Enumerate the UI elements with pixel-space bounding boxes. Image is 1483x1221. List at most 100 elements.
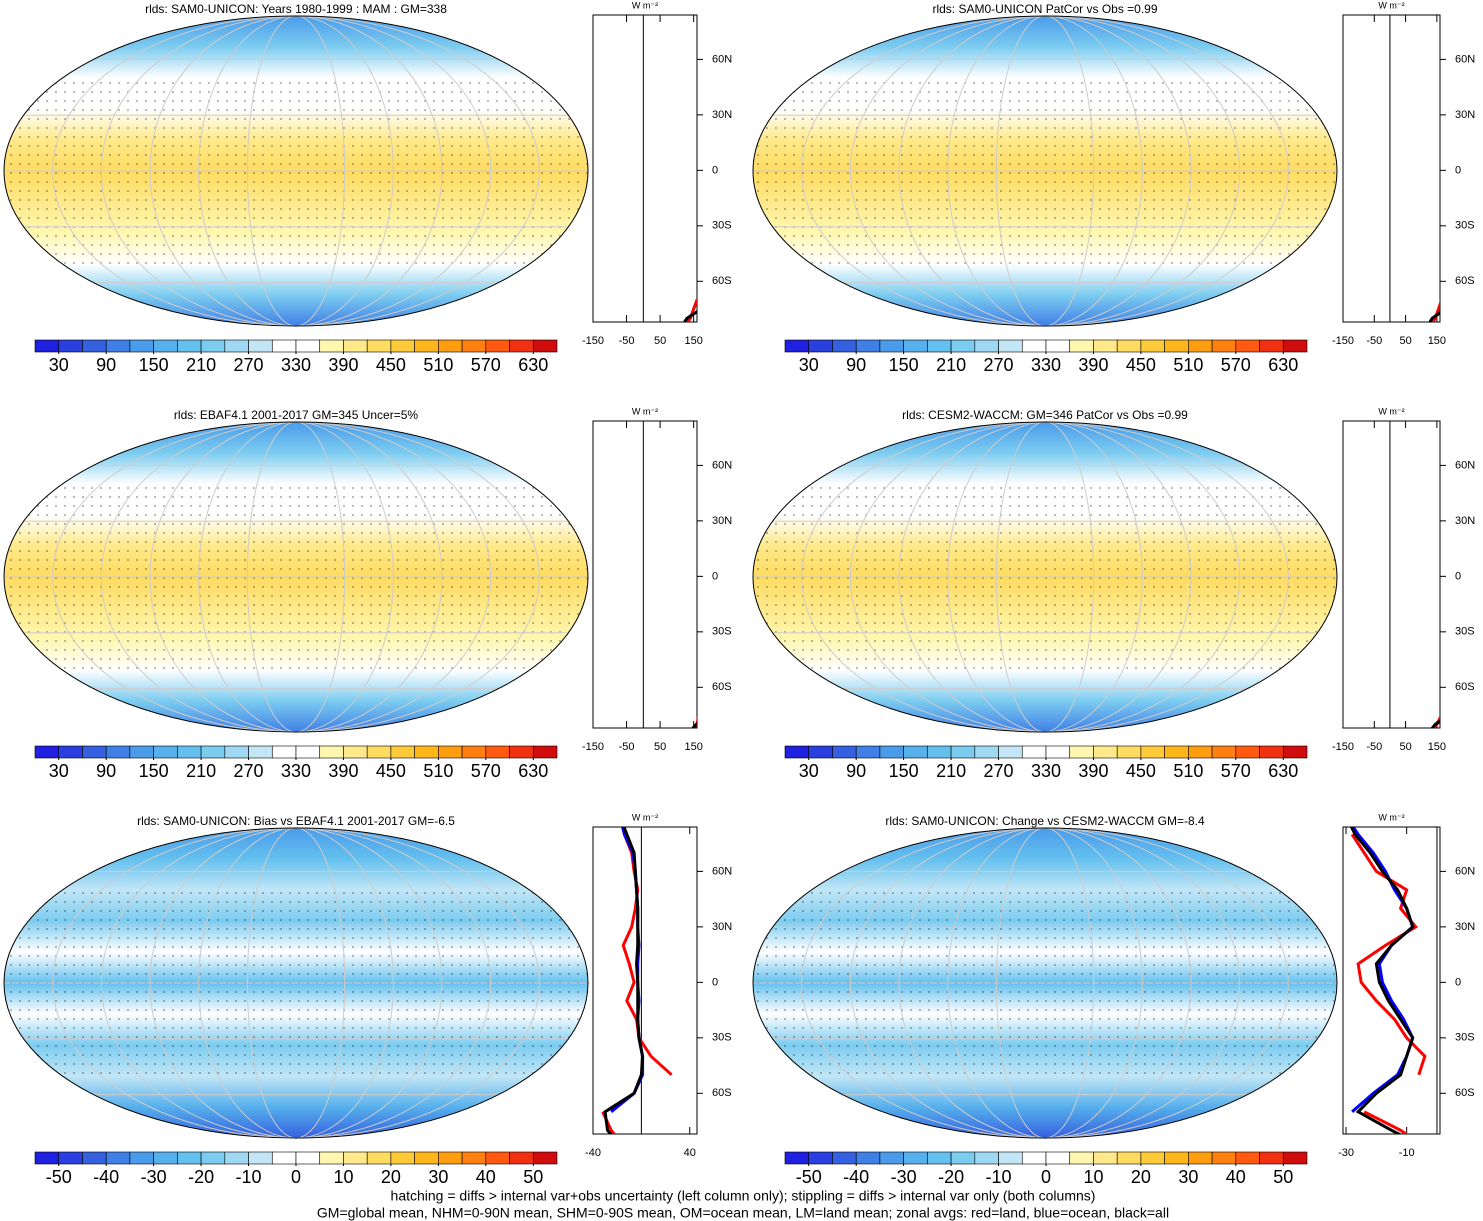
colorbar-box — [1116, 745, 1142, 759]
map-title: rlds: SAM0-UNICON PatCor vs Obs =0.99 — [932, 2, 1157, 16]
colorbar-box — [879, 1151, 904, 1165]
colorbar-label: 10 — [333, 1167, 353, 1187]
map — [4, 16, 588, 326]
colorbar-box — [1093, 1151, 1118, 1165]
colorbar-box — [438, 1151, 463, 1165]
x-tick-label: 150 — [1428, 741, 1446, 753]
colorbar-box — [200, 745, 226, 759]
y-tick-label: 30S — [712, 1032, 732, 1044]
units-label: W m⁻² — [1378, 0, 1404, 10]
colorbar-box — [153, 339, 178, 353]
colorbar-box — [248, 1151, 273, 1165]
colorbar-box — [485, 339, 510, 353]
colorbar-box — [461, 745, 487, 759]
colorbar-label: 270 — [234, 355, 264, 375]
zonal-line — [1363, 1110, 1409, 1134]
zonal-frame — [592, 420, 698, 729]
map-title: rlds: SAM0-UNICON: Change vs CESM2-WACCM… — [885, 814, 1205, 828]
y-tick-label: 60S — [712, 681, 732, 693]
colorbar-box — [438, 339, 463, 353]
colorbar-box — [509, 745, 534, 759]
x-tick-label: -150 — [1332, 335, 1354, 347]
colorbar-box — [248, 339, 273, 353]
colorbar-box — [248, 745, 273, 759]
colorbar-box — [1069, 1151, 1094, 1165]
colorbar-box — [1140, 745, 1165, 759]
colorbar-label: -20 — [188, 1167, 214, 1187]
colorbar-label: 90 — [96, 761, 116, 781]
colorbar-box — [1259, 1151, 1284, 1165]
colorbar-label: 570 — [1221, 761, 1251, 781]
colorbar-box — [271, 339, 297, 353]
zonal-lines — [601, 827, 673, 1134]
colorbar-box — [82, 1151, 107, 1165]
colorbar-box — [319, 1151, 344, 1165]
y-tick-label: 0 — [1455, 164, 1461, 176]
colorbar-box — [295, 1151, 321, 1165]
x-tick-label: 150 — [684, 741, 702, 753]
colorbar-box — [903, 745, 928, 759]
colorbar-box — [784, 339, 810, 353]
colorbar-label: 30 — [799, 761, 819, 781]
y-tick-label: 60S — [712, 275, 732, 287]
colorbar-box — [366, 339, 392, 353]
y-tick-label: 0 — [712, 570, 718, 582]
x-tick-label: -150 — [582, 335, 604, 347]
y-tick-label: 30S — [1455, 626, 1475, 638]
x-tick-label: 150 — [1428, 335, 1446, 347]
colorbar-box — [532, 1151, 558, 1165]
colorbar-box — [1259, 745, 1284, 759]
colorbar-box — [200, 339, 226, 353]
colorbar-label: 510 — [1173, 761, 1203, 781]
zonal-frame — [592, 826, 698, 1135]
colorbar-box — [82, 339, 107, 353]
colorbar-box — [105, 339, 131, 353]
colorbar-box — [390, 1151, 415, 1165]
colorbar-label: 210 — [936, 355, 966, 375]
y-tick-label: 0 — [712, 164, 718, 176]
colorbar-label: 630 — [1268, 761, 1298, 781]
y-tick-label: 30N — [1455, 921, 1475, 933]
colorbar-box — [950, 339, 976, 353]
colorbar-box — [461, 1151, 487, 1165]
colorbar-box — [974, 339, 999, 353]
x-tick-label: 150 — [684, 335, 702, 347]
zonal-lines — [1349, 827, 1427, 1134]
zonal-frame — [1342, 14, 1441, 323]
colorbar-box — [390, 745, 415, 759]
y-tick-label: 30N — [712, 109, 732, 121]
colorbar-box — [950, 745, 976, 759]
colorbar-box — [1235, 1151, 1260, 1165]
colorbar-box — [879, 745, 904, 759]
colorbar-label: 150 — [139, 355, 169, 375]
colorbar-label: -10 — [986, 1167, 1012, 1187]
x-tick-label: 50 — [654, 335, 666, 347]
colorbar-box — [927, 745, 952, 759]
y-tick-label: 60N — [1455, 459, 1475, 471]
colorbar-label: 330 — [1031, 355, 1061, 375]
y-tick-label: 60S — [1455, 681, 1475, 693]
colorbar-box — [58, 339, 83, 353]
colorbar-label: 90 — [846, 355, 866, 375]
y-tick-label: 60N — [1455, 53, 1475, 65]
colorbar-label: 50 — [523, 1167, 543, 1187]
y-tick-label: 0 — [1455, 570, 1461, 582]
y-tick-label: 60S — [1455, 1087, 1475, 1099]
colorbar-label: -30 — [141, 1167, 167, 1187]
units-label: W m⁻² — [1378, 812, 1404, 822]
colorbar-label: -10 — [236, 1167, 262, 1187]
colorbar-label: 10 — [1083, 1167, 1103, 1187]
colorbar-box — [998, 339, 1023, 353]
colorbar-box — [855, 1151, 881, 1165]
map-outline — [752, 421, 1338, 733]
colorbar-label: 390 — [1078, 355, 1108, 375]
colorbar-box — [1211, 1151, 1237, 1165]
colorbar-box — [295, 745, 321, 759]
colorbar-label: 150 — [889, 761, 919, 781]
x-tick-label: 50 — [1399, 741, 1411, 753]
zonal-line — [1350, 833, 1427, 1076]
units-label: W m⁻² — [1378, 406, 1404, 416]
units-label: W m⁻² — [632, 406, 658, 416]
colorbar-label: 50 — [1273, 1167, 1293, 1187]
y-tick-label: 60S — [1455, 275, 1475, 287]
